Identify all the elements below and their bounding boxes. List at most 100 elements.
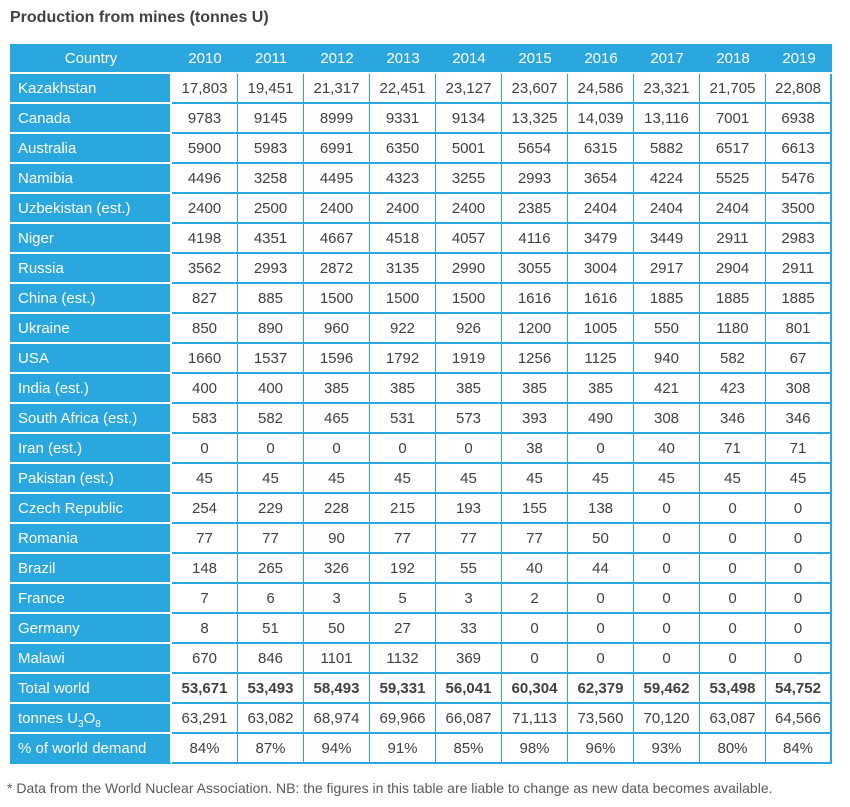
page-title: Production from mines (tonnes U) — [10, 9, 269, 26]
row-label: Romania — [10, 524, 172, 554]
data-cell: 0 — [634, 584, 700, 614]
data-cell: 4116 — [502, 224, 568, 254]
data-cell: 0 — [568, 614, 634, 644]
data-cell: 73,560 — [568, 704, 634, 734]
data-cell: 77 — [172, 524, 238, 554]
data-cell: 1200 — [502, 314, 568, 344]
data-cell: 3654 — [568, 164, 634, 194]
table-body: Kazakhstan 17,803 19,451 21,317 22,451 23,127… — [10, 74, 832, 764]
data-cell: 1537 — [238, 344, 304, 374]
data-cell: 0 — [238, 434, 304, 464]
data-cell: 400 — [172, 374, 238, 404]
table-row: India (est.) 400 400 385 385 385 385 385 421 423 3… — [10, 374, 832, 404]
data-cell: 85% — [436, 734, 502, 764]
data-cell: 4057 — [436, 224, 502, 254]
data-cell: 6938 — [766, 104, 832, 134]
data-cell: 0 — [634, 524, 700, 554]
data-cell: 4496 — [172, 164, 238, 194]
data-cell: 1256 — [502, 344, 568, 374]
data-cell: 1101 — [304, 644, 370, 674]
row-label: Russia — [10, 254, 172, 284]
data-cell: 94% — [304, 734, 370, 764]
data-cell: 0 — [634, 554, 700, 584]
data-cell: 2911 — [700, 224, 766, 254]
data-cell: 87% — [238, 734, 304, 764]
data-cell: 3004 — [568, 254, 634, 284]
data-cell: 193 — [436, 494, 502, 524]
data-cell: 9145 — [238, 104, 304, 134]
data-cell: 0 — [700, 494, 766, 524]
data-cell: 56,041 — [436, 674, 502, 704]
data-cell: 0 — [502, 614, 568, 644]
data-cell: 27 — [370, 614, 436, 644]
data-cell: 53,671 — [172, 674, 238, 704]
data-cell: 24,586 — [568, 74, 634, 104]
data-cell: 63,291 — [172, 704, 238, 734]
data-cell: 13,116 — [634, 104, 700, 134]
data-cell: 21,705 — [700, 74, 766, 104]
row-label: Uzbekistan (est.) — [10, 194, 172, 224]
data-cell: 2400 — [436, 194, 502, 224]
data-cell: 1125 — [568, 344, 634, 374]
data-cell: 2990 — [436, 254, 502, 284]
data-cell: 59,462 — [634, 674, 700, 704]
data-cell: 45 — [634, 464, 700, 494]
data-cell: 4518 — [370, 224, 436, 254]
data-cell: 77 — [370, 524, 436, 554]
data-cell: 490 — [568, 404, 634, 434]
row-label: Namibia — [10, 164, 172, 194]
data-cell: 890 — [238, 314, 304, 344]
table-row: % of world demand 84% 87% 94% 91% 85% 98% 96% 93… — [10, 734, 832, 764]
data-cell: 326 — [304, 554, 370, 584]
data-cell: 1616 — [568, 284, 634, 314]
data-cell: 8 — [172, 614, 238, 644]
data-cell: 45 — [568, 464, 634, 494]
data-cell: 33 — [436, 614, 502, 644]
data-cell: 23,127 — [436, 74, 502, 104]
data-cell: 265 — [238, 554, 304, 584]
table-row: Canada 9783 9145 8999 9331 9134 13,325 14,039 13… — [10, 104, 832, 134]
data-cell: 421 — [634, 374, 700, 404]
data-cell: 77 — [502, 524, 568, 554]
table-row: Total world 53,671 53,493 58,493 59,331 56,04… — [10, 674, 832, 704]
data-cell: 1885 — [700, 284, 766, 314]
data-cell: 346 — [766, 404, 832, 434]
data-cell: 68,974 — [304, 704, 370, 734]
data-cell: 45 — [172, 464, 238, 494]
table-row: Niger 4198 4351 4667 4518 4057 4116 3479 3449 291… — [10, 224, 832, 254]
table-row: Uzbekistan (est.) 2400 2500 2400 2400 2400 238… — [10, 194, 832, 224]
data-cell: 0 — [766, 584, 832, 614]
data-cell: 582 — [238, 404, 304, 434]
data-cell: 3500 — [766, 194, 832, 224]
data-cell: 80% — [700, 734, 766, 764]
row-label: China (est.) — [10, 284, 172, 314]
header-row: Country 2010 2011 2012 2013 2014 2015 2016 2017 2… — [10, 44, 832, 74]
data-cell: 583 — [172, 404, 238, 434]
data-cell: 71 — [700, 434, 766, 464]
column-header-year-2013: 2013 — [370, 44, 436, 74]
data-cell: 77 — [238, 524, 304, 554]
column-header-year-2012: 2012 — [304, 44, 370, 74]
data-cell: 2404 — [634, 194, 700, 224]
data-cell: 45 — [238, 464, 304, 494]
data-cell: 45 — [436, 464, 502, 494]
data-cell: 62,379 — [568, 674, 634, 704]
data-cell: 2993 — [502, 164, 568, 194]
data-cell: 5983 — [238, 134, 304, 164]
data-cell: 827 — [172, 284, 238, 314]
column-header-year-2017: 2017 — [634, 44, 700, 74]
table-row: tonnes U3O8 63,291 63,082 68,974 69,966 66,08… — [10, 704, 832, 734]
column-header-year-2019: 2019 — [766, 44, 832, 74]
column-header-year-2015: 2015 — [502, 44, 568, 74]
data-cell: 84% — [172, 734, 238, 764]
data-cell: 3255 — [436, 164, 502, 194]
row-label: Brazil — [10, 554, 172, 584]
data-cell: 3135 — [370, 254, 436, 284]
data-cell: 4667 — [304, 224, 370, 254]
data-cell: 0 — [370, 434, 436, 464]
data-cell: 346 — [700, 404, 766, 434]
data-cell: 1660 — [172, 344, 238, 374]
table-row: Pakistan (est.) 45 45 45 45 45 45 45 45 45 45 — [10, 464, 832, 494]
data-cell: 2983 — [766, 224, 832, 254]
